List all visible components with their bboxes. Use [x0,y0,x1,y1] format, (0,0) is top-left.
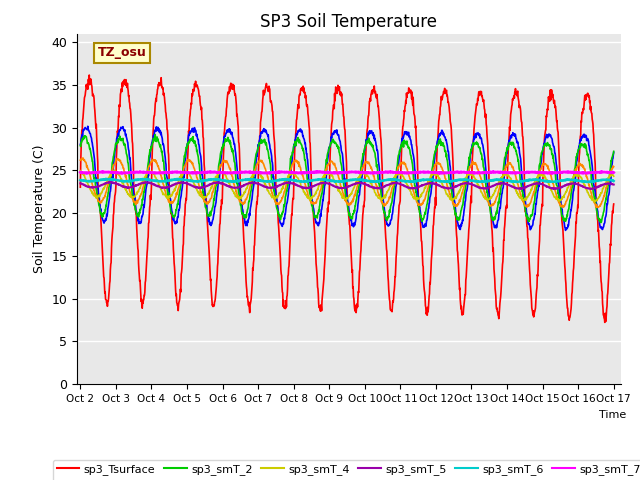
sp3_smT_1 [84,123,92,129]
sp3_smT_1 [500,180,508,185]
sp3_smT_3 [500,168,508,174]
Line: sp3_smT_2: sp3_smT_2 [81,135,614,223]
sp3_smT_7 [195,170,203,176]
sp3_smT_6 [430,177,438,183]
sp3_smT_4 [255,170,263,176]
sp3_smT_7 [182,170,190,176]
sp3_smT_4 [430,170,438,176]
sp3_smT_3 [182,160,190,166]
Line: sp3_smT_7: sp3_smT_7 [81,171,614,173]
sp3_Tsurface [195,94,203,99]
Line: sp3_smT_1: sp3_smT_1 [81,126,614,230]
Title: SP3 Soil Temperature: SP3 Soil Temperature [260,12,437,31]
sp3_smT_6 [610,178,618,184]
sp3_smT_3 [255,158,263,164]
sp3_smT_7 [610,169,618,175]
sp3_smT_2 [255,140,263,146]
sp3_smT_7 [598,168,605,174]
sp3_smT_3 [77,157,84,163]
sp3_smT_2 [597,220,605,226]
sp3_smT_5 [500,180,508,186]
sp3_smT_7 [77,169,84,175]
sp3_smT_4 [547,186,554,192]
Line: sp3_Tsurface: sp3_Tsurface [81,75,614,323]
sp3_smT_5 [77,180,84,186]
sp3_smT_4 [610,173,618,179]
sp3_smT_1 [610,149,618,155]
sp3_smT_7 [547,170,554,176]
sp3_smT_5 [182,180,190,186]
sp3_Tsurface [255,153,263,159]
sp3_Tsurface [85,72,93,78]
Text: TZ_osu: TZ_osu [97,47,146,60]
Line: sp3_smT_3: sp3_smT_3 [81,158,614,207]
sp3_Tsurface [601,320,609,325]
sp3_smT_3 [195,184,203,190]
sp3_smT_6 [255,178,263,183]
sp3_smT_4 [182,169,190,175]
sp3_smT_3 [547,171,554,177]
sp3_Tsurface [182,197,190,203]
sp3_smT_3 [610,164,618,169]
sp3_smT_5 [255,181,263,187]
sp3_smT_4 [195,192,203,198]
sp3_smT_7 [500,169,508,175]
sp3_smT_2 [610,148,618,154]
sp3_smT_2 [152,132,159,138]
sp3_smT_7 [298,170,305,176]
sp3_smT_1 [182,146,190,152]
Legend: sp3_Tsurface, sp3_smT_1, sp3_smT_2, sp3_smT_3, sp3_smT_4, sp3_smT_5, sp3_smT_6, : sp3_Tsurface, sp3_smT_1, sp3_smT_2, sp3_… [52,460,640,480]
Y-axis label: Soil Temperature (C): Soil Temperature (C) [33,144,45,273]
sp3_smT_7 [255,169,262,175]
sp3_smT_6 [182,177,190,183]
sp3_Tsurface [610,201,618,207]
sp3_smT_6 [547,179,554,185]
sp3_smT_1 [547,132,554,138]
sp3_smT_6 [77,177,84,183]
sp3_smT_1 [430,163,438,168]
sp3_smT_2 [547,145,554,151]
sp3_smT_6 [195,179,203,184]
sp3_Tsurface [430,214,438,219]
sp3_smT_4 [77,168,84,174]
sp3_smT_2 [195,161,203,167]
sp3_smT_6 [585,179,593,185]
sp3_smT_2 [500,164,508,170]
sp3_smT_3 [79,155,87,161]
sp3_Tsurface [547,87,554,93]
sp3_smT_2 [430,155,438,160]
sp3_smT_2 [182,144,190,150]
sp3_smT_5 [587,186,595,192]
sp3_smT_1 [77,141,84,147]
sp3_smT_1 [195,144,203,150]
sp3_smT_5 [195,185,203,191]
Line: sp3_smT_5: sp3_smT_5 [81,182,614,189]
Text: Time: Time [599,410,626,420]
sp3_smT_6 [106,176,113,182]
sp3_smT_1 [255,140,263,145]
sp3_smT_5 [547,185,554,191]
sp3_smT_5 [107,179,115,185]
sp3_smT_3 [430,165,438,171]
Line: sp3_smT_6: sp3_smT_6 [81,179,614,182]
sp3_smT_7 [430,169,438,175]
sp3_smT_1 [562,228,570,233]
Line: sp3_smT_4: sp3_smT_4 [81,170,614,202]
sp3_Tsurface [500,237,508,243]
sp3_Tsurface [77,184,84,190]
sp3_smT_5 [610,181,618,187]
sp3_smT_3 [593,204,601,210]
sp3_smT_6 [500,177,508,183]
sp3_smT_5 [430,180,438,186]
sp3_smT_4 [500,172,508,178]
sp3_smT_2 [77,143,84,149]
sp3_smT_4 [591,199,598,204]
sp3_smT_4 [110,167,118,173]
